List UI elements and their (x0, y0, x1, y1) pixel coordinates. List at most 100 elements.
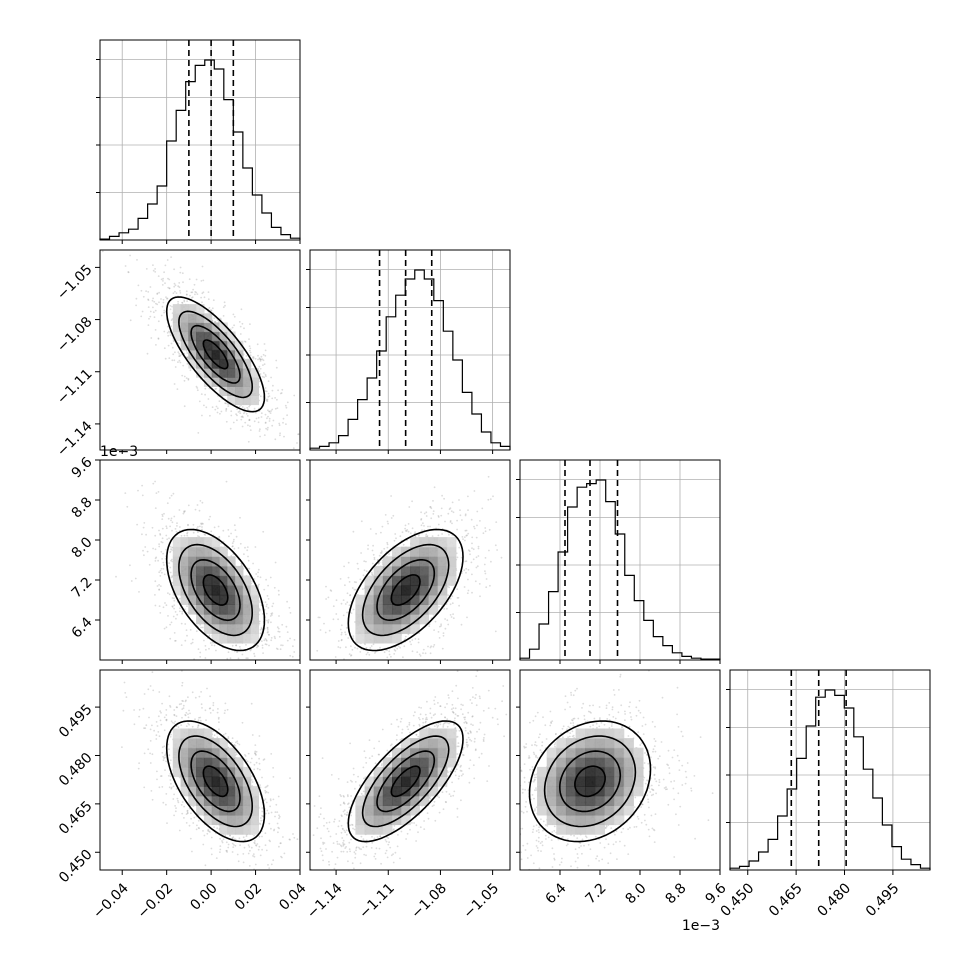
density-cell (392, 623, 402, 634)
scatter-point (238, 410, 241, 413)
density-cell (172, 546, 182, 557)
density-cell (227, 358, 236, 369)
scatter-point (225, 420, 228, 423)
density-cell (382, 614, 393, 625)
density-cell (188, 537, 197, 548)
scatter-point (446, 607, 448, 610)
density-cell (235, 340, 244, 351)
scatter-point (351, 648, 354, 651)
scatter-point (248, 418, 251, 421)
scatter-point (260, 412, 263, 415)
density-cell (382, 585, 393, 596)
scatter-point (404, 527, 406, 530)
scatter-point (184, 510, 186, 512)
scatter-point (241, 415, 244, 418)
scatter-point (227, 405, 230, 407)
density-cell (180, 556, 189, 567)
scatter-point (337, 640, 340, 642)
density-cell (410, 537, 420, 548)
scatter-point (352, 530, 355, 533)
scatter-point (168, 748, 170, 751)
scatter-point (235, 753, 238, 756)
scatter-point (186, 352, 189, 354)
scatter-point (171, 529, 173, 532)
density-cell (401, 565, 411, 577)
scatter-point (159, 533, 162, 535)
scatter-point (165, 548, 168, 551)
scatter-point (135, 304, 138, 307)
scatter-point (271, 605, 274, 608)
scatter-point (180, 622, 183, 625)
scatter-point (174, 366, 177, 368)
scatter-point (160, 550, 163, 553)
scatter-point (426, 535, 429, 537)
scatter-point (479, 595, 481, 598)
scatter-point (202, 279, 205, 282)
scatter-point (220, 410, 223, 413)
scatter-point (232, 421, 235, 424)
scatter-point (219, 317, 222, 320)
scatter-point (280, 855, 282, 858)
scatter-point (265, 399, 268, 402)
scatter-point (452, 617, 455, 620)
scatter-point (264, 390, 267, 392)
density-cell (235, 633, 244, 644)
scatter-point (234, 661, 236, 663)
density-cell (242, 604, 252, 615)
scatter-point (248, 419, 251, 422)
scatter-point (159, 612, 162, 614)
scatter-point (253, 407, 256, 410)
scatter-point (343, 565, 345, 568)
scatter-point (158, 301, 160, 304)
scatter-point (258, 583, 260, 586)
scatter-point (369, 647, 372, 649)
scatter-point (346, 678, 348, 680)
scatter-point (269, 576, 272, 579)
scatter-point (141, 494, 144, 497)
scatter-point (249, 323, 251, 325)
scatter-point (470, 518, 473, 521)
density-cell (428, 565, 439, 577)
scatter-point (154, 480, 157, 483)
scatter-point (165, 604, 168, 607)
scatter-point (422, 522, 424, 525)
scatter-point (163, 309, 166, 312)
scatter-point (243, 407, 246, 410)
scatter-point (157, 275, 160, 277)
scatter-point (178, 352, 181, 355)
scatter-point (347, 561, 350, 564)
scatter-point (272, 602, 275, 605)
scatter-point (262, 672, 264, 674)
scatter-point (210, 309, 212, 312)
scatter-point (127, 271, 130, 273)
scatter-point (476, 524, 478, 527)
scatter-point (173, 282, 176, 285)
hist-frame-2 (519, 459, 721, 661)
scatter-point (337, 646, 340, 648)
density-cell (211, 575, 221, 586)
scatter-point (263, 363, 266, 366)
scatter-point (257, 358, 259, 361)
scatter-point (222, 306, 225, 309)
scatter-point (289, 654, 292, 657)
scatter-point (278, 630, 281, 633)
scatter-point (259, 854, 262, 857)
scatter-point (411, 650, 414, 653)
scatter-point (219, 837, 222, 840)
scatter-point (409, 532, 412, 535)
scatter-point (359, 578, 362, 581)
scatter-point (199, 656, 202, 658)
scatter-point (174, 528, 177, 530)
scatter-point (262, 759, 265, 761)
scatter-point (288, 673, 290, 675)
scatter-point (233, 324, 236, 327)
scatter-point (180, 534, 183, 537)
density-cell (419, 546, 429, 557)
scatter-point (449, 597, 452, 600)
scatter-point (253, 578, 256, 580)
contour-2 (178, 310, 254, 399)
scatter-point (340, 639, 343, 642)
scatter-point (243, 412, 245, 415)
scatter-point (163, 271, 166, 274)
